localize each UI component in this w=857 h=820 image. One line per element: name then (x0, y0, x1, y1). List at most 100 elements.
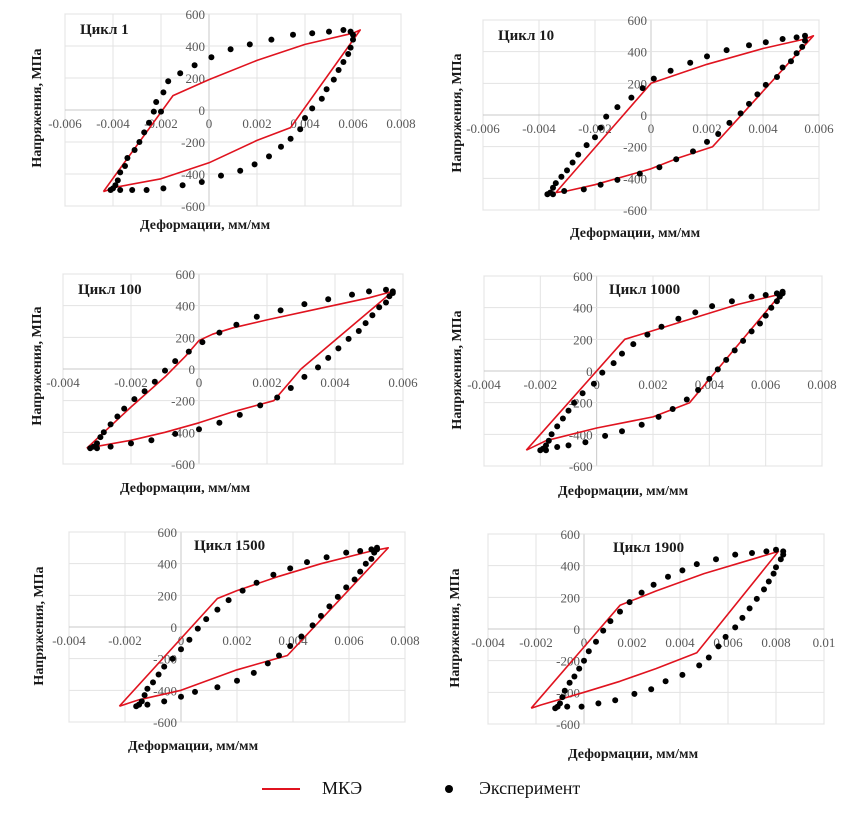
experiment-point (599, 369, 606, 376)
experiment-point (234, 677, 240, 684)
experiment-point (765, 578, 772, 585)
experiment-point (160, 89, 167, 96)
experiment-point (675, 315, 682, 322)
experiment-point (709, 303, 716, 310)
x-tick-label: 0.004 (748, 121, 778, 136)
experiment-point (362, 560, 369, 567)
y-tick-label: 0 (586, 364, 593, 379)
experiment-point (253, 313, 260, 320)
experiment-point (227, 46, 234, 53)
x-tick-label: 0.002 (252, 375, 281, 390)
experiment-point (225, 597, 232, 604)
experiment-point (122, 163, 128, 169)
experiment-point (257, 402, 264, 409)
experiment-point (165, 78, 172, 85)
experiment-point (94, 440, 100, 447)
experiment-point (619, 428, 625, 435)
experiment-point (343, 584, 350, 591)
experiment-point (732, 551, 739, 558)
experiment-point (199, 339, 206, 346)
experiment-point (667, 67, 674, 74)
experiment-point (131, 396, 138, 403)
experiment-point (128, 440, 134, 447)
experiment-point (631, 690, 638, 697)
experiment-point (97, 434, 104, 441)
y-tick-label: 600 (186, 7, 206, 22)
experiment-point (600, 627, 607, 634)
legend-label-fem: МКЭ (322, 778, 363, 798)
experiment-point (216, 329, 223, 336)
experiment-point (325, 296, 332, 303)
experiment-point (683, 396, 690, 403)
y-tick-label: -200 (569, 396, 593, 411)
experiment-point (590, 380, 597, 387)
experiment-point (715, 131, 722, 137)
fem-series-line (530, 550, 780, 709)
experiment-point (763, 548, 770, 555)
experiment-point (793, 50, 800, 57)
legend-item-fem: МКЭ (262, 778, 362, 799)
experiment-point (713, 556, 719, 563)
experiment-point (728, 298, 735, 305)
experiment-point (326, 603, 333, 610)
experiment-point (178, 693, 184, 700)
experiment-point (762, 292, 769, 298)
experiment-point (650, 581, 657, 588)
experiment-point (323, 554, 330, 561)
y-tick-label: 400 (158, 557, 178, 572)
experiment-point (768, 304, 775, 311)
x-tick-label: 0.004 (290, 116, 320, 131)
experiment-point (754, 91, 761, 98)
experiment-point (571, 673, 578, 680)
experiment-point (770, 570, 777, 577)
x-tick-label: 0.002 (222, 633, 251, 648)
experiment-point (696, 662, 703, 669)
experiment-point (287, 643, 294, 649)
x-tick-label: -0.002 (144, 116, 178, 131)
experiment-point (554, 423, 561, 430)
experiment-point (160, 185, 167, 192)
experiment-point (100, 429, 107, 436)
experiment-point (762, 312, 769, 319)
experiment-point (335, 67, 342, 73)
experiment-point (543, 447, 549, 454)
experiment-point (550, 184, 556, 191)
experiment-point (799, 43, 806, 50)
experiment-point (264, 660, 271, 667)
experiment-point (704, 138, 710, 145)
experiment-point (585, 648, 592, 655)
experiment-point (746, 605, 753, 612)
experiment-point (251, 161, 258, 168)
experiment-point (191, 62, 198, 69)
experiment-point (723, 47, 730, 54)
experiment-point (565, 442, 572, 449)
chart-title: Цикл 1900 (613, 540, 684, 556)
experiment-point (638, 589, 645, 596)
experiment-point (315, 364, 321, 371)
experiment-point (610, 360, 617, 367)
x-tick-label: -0.002 (114, 375, 148, 390)
experiment-point (603, 113, 610, 120)
experiment-point (178, 646, 184, 653)
experiment-point (208, 54, 215, 61)
experiment-point (386, 293, 393, 300)
x-tick-label: 0.002 (242, 116, 271, 131)
experiment-point (350, 31, 356, 38)
experiment-point (334, 593, 341, 600)
y-tick-label: 400 (176, 299, 196, 314)
experiment-point (669, 406, 676, 412)
experiment-point (196, 426, 202, 433)
x-tick-label: -0.002 (519, 635, 553, 650)
experiment-point (117, 187, 124, 193)
experiment-point (638, 421, 645, 428)
experiment-point (557, 700, 563, 707)
experiment-point (665, 573, 671, 580)
experiment-point (368, 555, 375, 562)
experiment-point (662, 678, 669, 685)
experiment-point (714, 366, 721, 373)
y-tick-label: -200 (623, 140, 647, 155)
x-tick-label: 0.004 (665, 635, 695, 650)
experiment-point (357, 548, 364, 554)
x-axis-label: Деформации, мм/мм (120, 481, 251, 496)
